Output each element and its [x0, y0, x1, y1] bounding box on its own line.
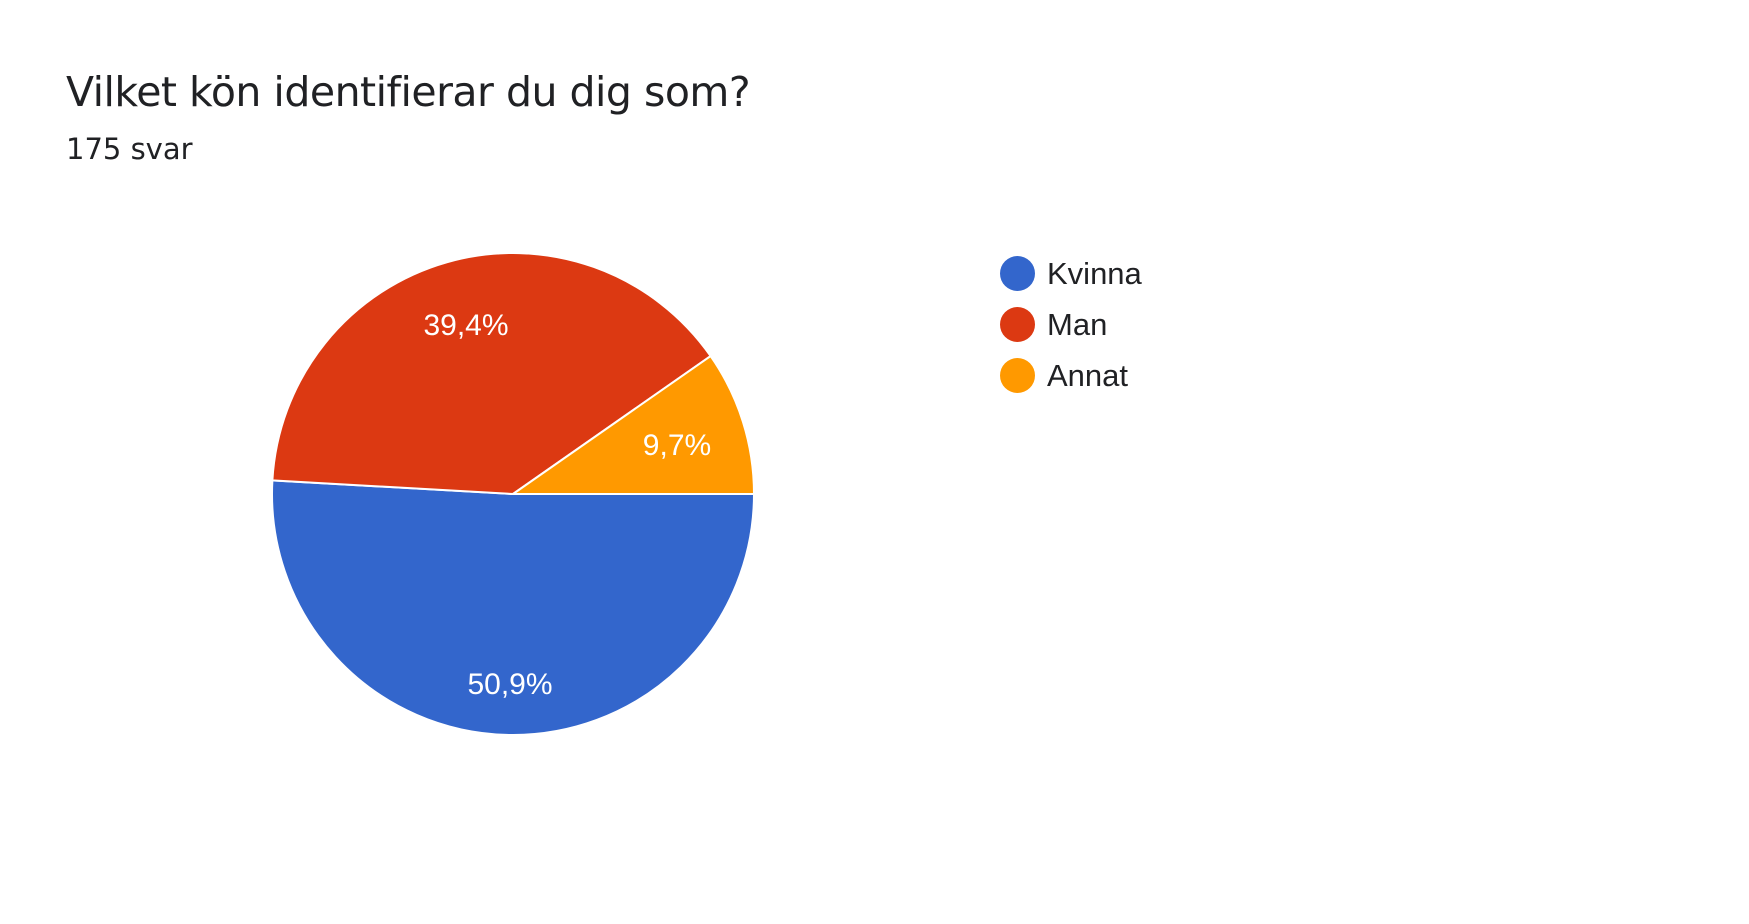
pie-slice-kvinna[interactable] — [271, 479, 756, 736]
legend-item-man[interactable]: Man — [1000, 299, 1142, 350]
legend-dot-icon — [1000, 256, 1035, 291]
legend-label: Man — [1047, 306, 1108, 342]
legend-label: Annat — [1047, 357, 1129, 393]
slice-label-annat: 9,7% — [643, 429, 711, 462]
pie-slice-man[interactable] — [271, 252, 713, 496]
chart-title: Vilket kön identifierar du dig som? — [66, 68, 751, 116]
legend-item-annat[interactable]: Annat — [1000, 350, 1142, 401]
legend-label: Kvinna — [1047, 255, 1142, 291]
pie-slice-annat[interactable] — [509, 354, 756, 495]
legend-dot-icon — [1000, 358, 1035, 393]
slice-label-kvinna: 50,9% — [467, 668, 552, 701]
legend-item-kvinna[interactable]: Kvinna — [1000, 248, 1142, 299]
legend-dot-icon — [1000, 307, 1035, 342]
response-count: 175 svar — [66, 132, 193, 166]
slice-label-man: 39,4% — [423, 309, 508, 342]
legend: Kvinna Man Annat — [1000, 248, 1142, 401]
